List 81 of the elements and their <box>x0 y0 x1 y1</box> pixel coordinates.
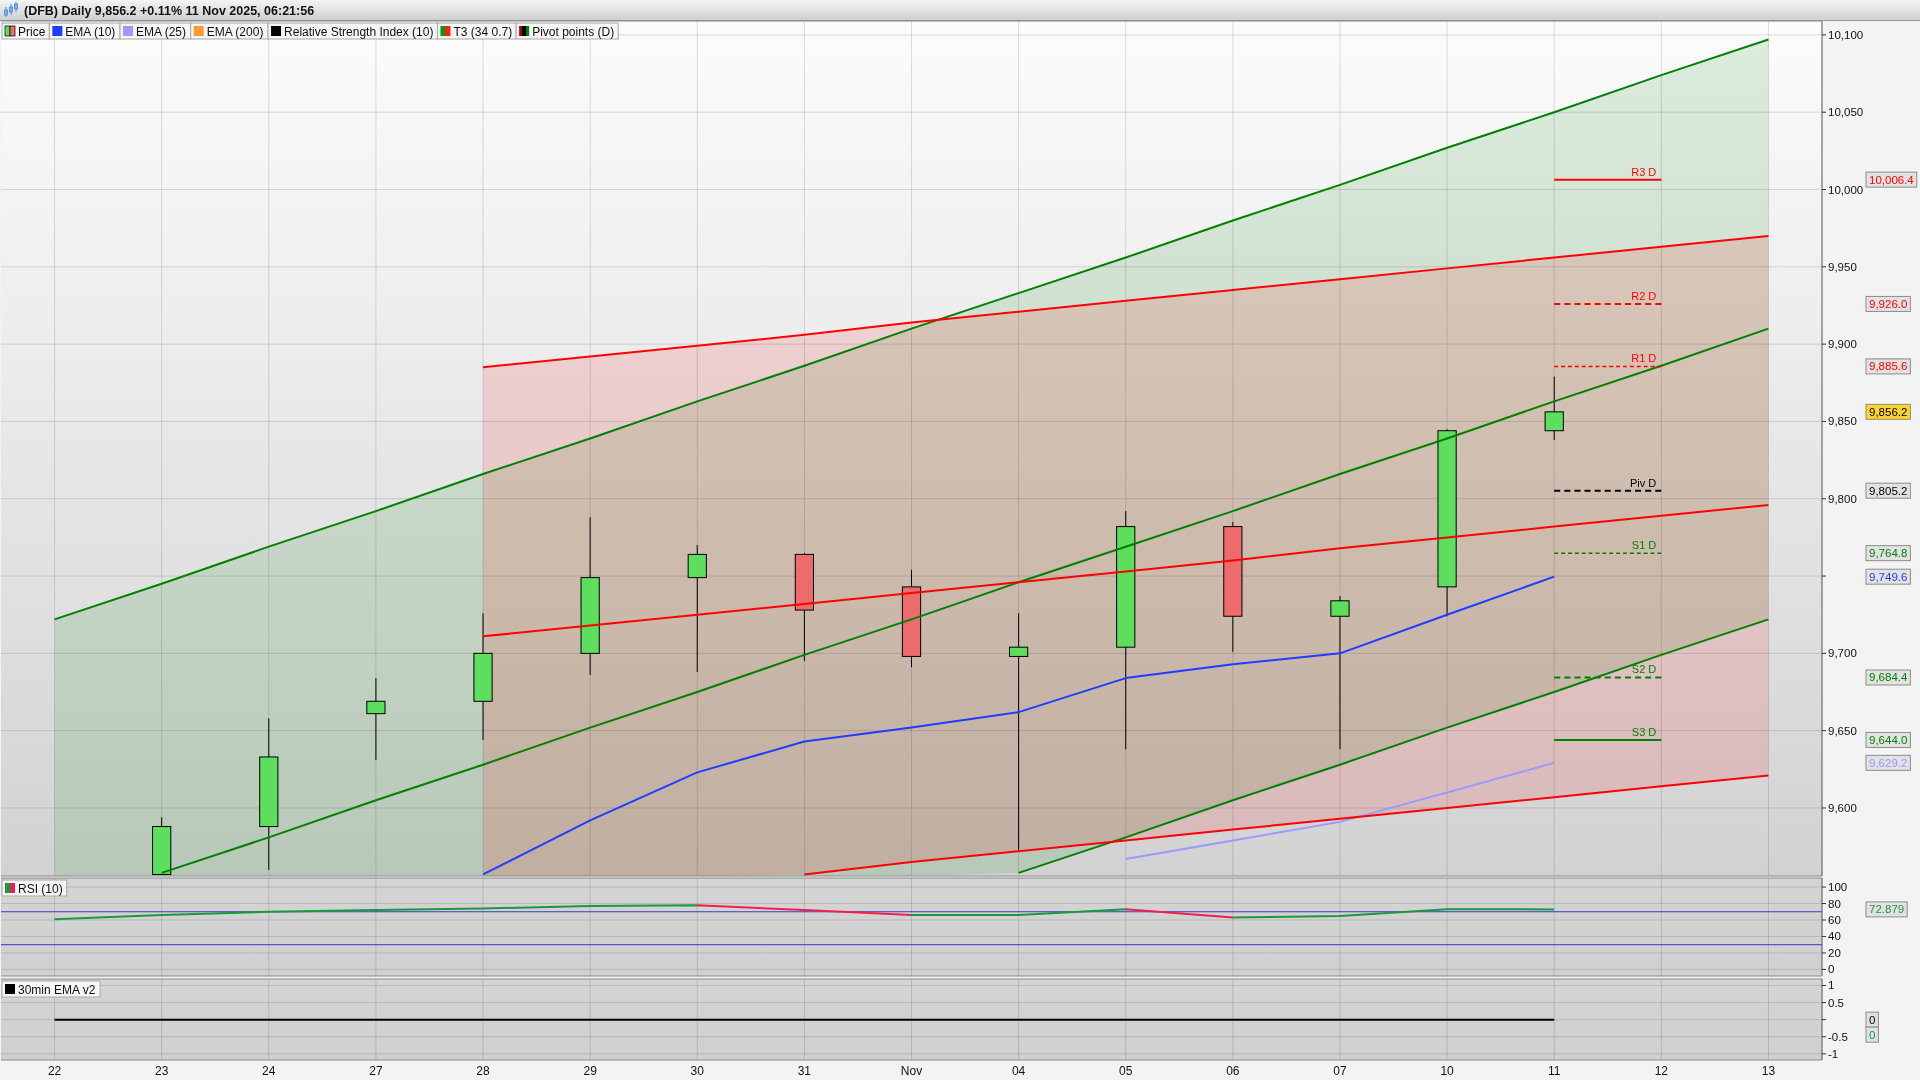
series-label: R1 D <box>1631 352 1657 365</box>
y-tick-label: 9,700 <box>1828 647 1857 660</box>
text: 0 <box>1869 1013 1876 1026</box>
y-tick-label: 10,050 <box>1828 106 1864 119</box>
y-tick-label: 80 <box>1828 897 1841 910</box>
candlestick <box>366 677 386 761</box>
x-tick-label: 31 <box>797 1064 812 1078</box>
candlestick <box>1544 376 1564 441</box>
series-label: S3 D <box>1631 725 1657 738</box>
series-label: R2 D <box>1631 289 1657 302</box>
y-tick-label: 0 <box>1828 963 1835 976</box>
x-tick-label: 13 <box>1761 1064 1776 1078</box>
y-tick-label: -1 <box>1828 1047 1839 1060</box>
y-tick-label: 20 <box>1828 946 1841 959</box>
y-tick-label: 9,650 <box>1828 724 1857 737</box>
x-tick-label: 28 <box>476 1064 491 1078</box>
x-tick-label: Nov <box>900 1064 923 1078</box>
x-tick-label: 11 <box>1547 1064 1561 1078</box>
text: 9,856.2 <box>1869 405 1908 418</box>
text: 72.879 <box>1869 903 1905 916</box>
legend-label: RSI (10) <box>18 881 63 896</box>
line-series <box>53 38 1770 621</box>
line-series <box>160 327 1770 874</box>
series-label: Piv D <box>1630 476 1657 489</box>
x-tick-label: 27 <box>369 1064 383 1078</box>
text: 10,006.4 <box>1869 173 1915 186</box>
x-tick-label: 06 <box>1226 1064 1240 1078</box>
y-tick-label: 9,600 <box>1828 801 1857 814</box>
text: 9,764.8 <box>1869 547 1908 560</box>
text: 9,629.2 <box>1869 756 1908 769</box>
x-tick-label: 05 <box>1119 1064 1133 1078</box>
y-tick-label: 9,800 <box>1828 492 1857 505</box>
legend-label: 30min EMA v2 <box>18 982 96 997</box>
y-tick-label: 1 <box>1828 979 1835 992</box>
legend-label: T3 (34 0.7) <box>453 24 513 39</box>
x-tick-label: 10 <box>1440 1064 1455 1078</box>
series-label: S1 D <box>1631 539 1657 552</box>
legend-label: EMA (25) <box>136 24 187 39</box>
line-series <box>1124 761 1556 860</box>
legend-label: EMA (200) <box>206 24 264 39</box>
x-tick-label: 07 <box>1333 1064 1347 1078</box>
text: 9,644.0 <box>1869 733 1908 746</box>
x-tick-label: 12 <box>1654 1064 1669 1078</box>
x-tick-label: 24 <box>262 1064 276 1078</box>
line-series <box>53 904 1556 921</box>
text: 9,684.4 <box>1869 671 1908 684</box>
legend-label: Relative Strength Index (10) <box>284 24 434 39</box>
candlestick <box>1009 612 1029 851</box>
line-series <box>482 503 1770 638</box>
legend-label: Price <box>18 24 46 39</box>
x-tick-label: 22 <box>47 1064 62 1078</box>
line-series <box>1017 618 1770 874</box>
y-tick-label: 100 <box>1828 881 1848 894</box>
line-series <box>482 575 1556 876</box>
y-tick-label: 9,900 <box>1828 338 1857 351</box>
line-series <box>482 234 1770 369</box>
y-tick-label: 40 <box>1828 930 1841 943</box>
chart-title: (DFB) Daily 9,856.2 +0.11% 11 Nov 2025, 06:21:56 <box>24 4 315 18</box>
x-tick-label: 30 <box>690 1064 705 1078</box>
x-tick-label: 23 <box>155 1064 169 1078</box>
y-tick-label: 10,100 <box>1828 28 1864 41</box>
legend-label: Pivot points (D) <box>532 24 615 39</box>
y-tick-label: 60 <box>1828 914 1841 926</box>
y-tick-label: -0.5 <box>1828 1030 1848 1043</box>
series-label: S2 D <box>1631 663 1657 676</box>
x-tick-label: 29 <box>583 1064 598 1078</box>
y-tick-label: 10,000 <box>1828 183 1864 196</box>
text: 9,805.2 <box>1869 484 1908 497</box>
series-label: R3 D <box>1631 165 1657 178</box>
legend-label: EMA (10) <box>65 24 116 39</box>
candlestick <box>1330 595 1350 750</box>
text: 9,749.6 <box>1869 570 1908 583</box>
y-tick-label: 9,950 <box>1828 260 1857 273</box>
text: 0 <box>1869 1028 1876 1041</box>
text: 9,885.6 <box>1869 360 1908 373</box>
x-tick-label: 04 <box>1011 1064 1026 1078</box>
text: 9,926.0 <box>1869 297 1908 310</box>
line-series <box>803 774 1770 876</box>
y-tick-label: 9,850 <box>1828 415 1857 428</box>
y-tick-label: 0.5 <box>1828 996 1844 1009</box>
candlestick <box>687 544 707 673</box>
